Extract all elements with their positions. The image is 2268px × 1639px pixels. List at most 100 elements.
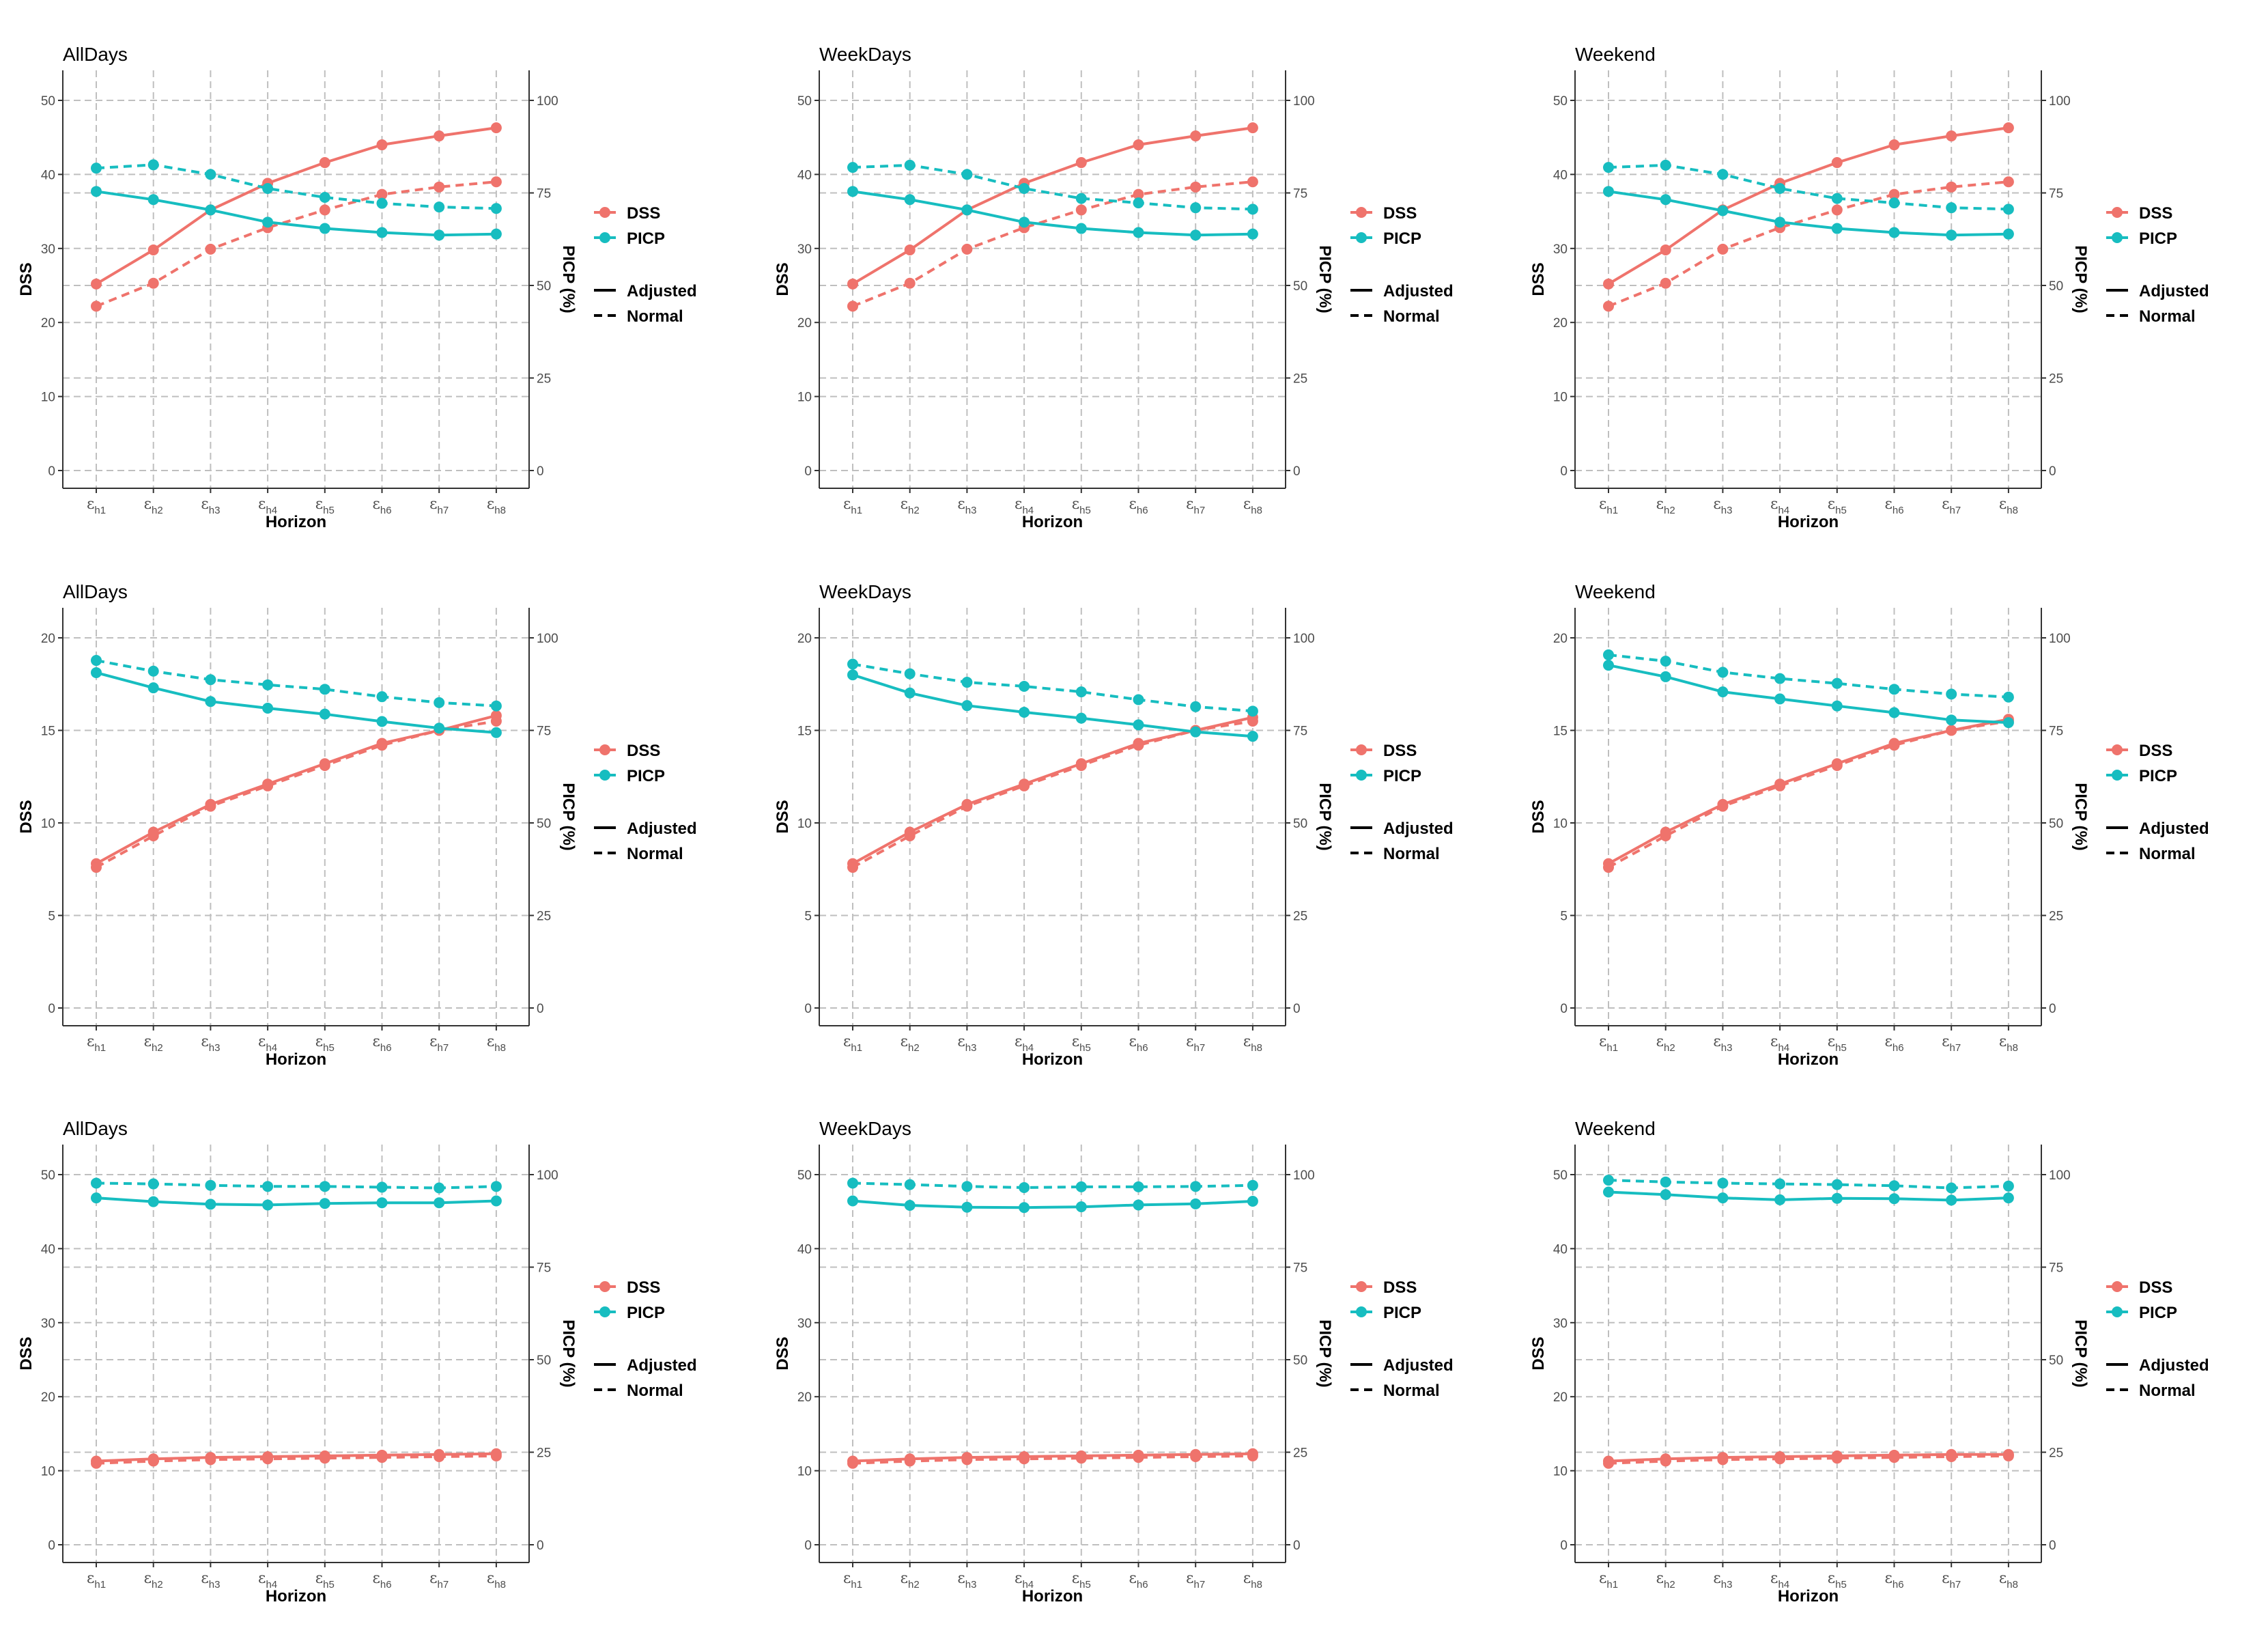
- x-tick-subscript: h4: [266, 1579, 277, 1591]
- legend: DSS PICP Adjusted Normal: [1350, 1278, 1454, 1400]
- legend-adjusted-label: Adjusted: [1383, 819, 1454, 838]
- data-point: [2002, 1180, 2014, 1192]
- x-tick-label: εh2: [901, 496, 920, 516]
- x-tick-subscript: h2: [152, 1042, 163, 1054]
- y-tick-label: 30: [797, 1317, 812, 1331]
- data-point: [1247, 176, 1258, 188]
- legend-picp-label: PICP: [627, 1304, 665, 1322]
- data-point: [1717, 169, 1729, 180]
- data-point: [847, 300, 858, 312]
- x-tick-subscript: h1: [1606, 1042, 1618, 1054]
- data-point: [376, 1197, 388, 1209]
- legend-picp-marker: [599, 232, 610, 243]
- x-tick-label: εh4: [1770, 1570, 1789, 1591]
- x-tick-symbol: ε: [843, 1033, 851, 1050]
- data-point: [1247, 705, 1258, 717]
- y-tick-label: 10: [797, 391, 812, 405]
- x-tick-symbol: ε: [487, 1570, 494, 1587]
- data-point: [490, 1181, 502, 1192]
- legend-picp-marker: [599, 770, 610, 781]
- x-axis-label: Horizon: [1022, 1587, 1083, 1606]
- series-line: [1608, 190, 2009, 237]
- x-tick-symbol: ε: [1072, 496, 1079, 513]
- x-tick-subscript: h7: [1950, 1042, 1961, 1054]
- x-tick-label: εh5: [1828, 1033, 1847, 1054]
- series-picp-normal: [847, 1177, 1258, 1193]
- x-tick-symbol: ε: [1015, 1570, 1022, 1587]
- data-point: [1831, 677, 1843, 689]
- x-tick-label: εh6: [1884, 1570, 1903, 1591]
- y2-tick-label: 50: [537, 817, 551, 831]
- y-tick-label: 20: [1553, 1390, 1568, 1405]
- series-picp-adjusted: [91, 667, 502, 738]
- data-point: [1190, 1181, 1202, 1192]
- data-point: [2002, 1192, 2014, 1204]
- data-point: [1190, 1451, 1202, 1463]
- y2-tick-label: 100: [537, 94, 558, 109]
- series-picp-adjusted: [1603, 1186, 2014, 1206]
- x-tick-symbol: ε: [87, 1570, 94, 1587]
- y2-tick-label: 75: [537, 1261, 551, 1276]
- x-tick-symbol: ε: [87, 496, 94, 513]
- x-tick-label: εh3: [201, 496, 220, 516]
- data-point: [1717, 800, 1729, 812]
- x-tick-symbol: ε: [1713, 496, 1720, 513]
- legend: DSS PICP Adjusted Normal: [2106, 204, 2209, 326]
- x-tick-subscript: h7: [438, 505, 449, 516]
- x-tick-label: εh3: [201, 1033, 220, 1054]
- x-tick-label: εh2: [144, 1570, 163, 1591]
- x-tick-symbol: ε: [144, 1570, 152, 1587]
- x-tick-subscript: h4: [1022, 505, 1034, 516]
- data-point: [847, 1195, 858, 1207]
- legend: DSS PICP Adjusted Normal: [594, 204, 697, 326]
- x-tick-symbol: ε: [1072, 1033, 1079, 1050]
- y-tick-label: 10: [1553, 1465, 1568, 1479]
- legend-dss-marker: [599, 744, 610, 755]
- x-tick-symbol: ε: [201, 1570, 208, 1587]
- x-tick-subscript: h8: [1251, 505, 1262, 516]
- data-point: [961, 1454, 973, 1466]
- data-point: [91, 1177, 102, 1189]
- data-point: [1888, 684, 1900, 695]
- y2-axis-label: PICP (%): [2071, 245, 2090, 313]
- data-point: [1190, 229, 1202, 241]
- x-tick-symbol: ε: [1884, 496, 1892, 513]
- series-dss-adjusted: [1603, 714, 2014, 869]
- x-tick-subscript: h3: [1721, 1579, 1733, 1591]
- data-point: [847, 278, 858, 290]
- y2-tick-label: 50: [1293, 817, 1307, 831]
- data-point: [319, 192, 330, 204]
- data-point: [1774, 182, 1786, 194]
- series-line: [96, 714, 497, 865]
- data-point: [1075, 157, 1087, 169]
- data-point: [1190, 726, 1202, 738]
- data-point: [1247, 731, 1258, 742]
- legend-picp-label: PICP: [1383, 229, 1421, 248]
- x-tick-symbol: ε: [1770, 1033, 1778, 1050]
- data-point: [904, 1199, 916, 1211]
- x-tick-label: εh4: [258, 1570, 277, 1591]
- panel-title: Weekend: [1575, 44, 1656, 65]
- x-tick-label: εh8: [1243, 1570, 1262, 1591]
- gridlines: [1575, 608, 2041, 1026]
- x-tick-symbol: ε: [1884, 1570, 1892, 1587]
- data-point: [1946, 202, 1957, 214]
- y-tick-label: 10: [41, 391, 55, 405]
- x-tick-symbol: ε: [201, 1033, 208, 1050]
- x-tick-symbol: ε: [487, 1033, 494, 1050]
- data-point: [1019, 216, 1030, 228]
- series-picp-adjusted: [91, 1192, 502, 1211]
- x-tick-symbol: ε: [87, 1033, 94, 1050]
- data-point: [904, 1179, 916, 1190]
- x-tick-subscript: h4: [266, 505, 277, 516]
- data-point: [1660, 277, 1671, 289]
- legend-dss-marker: [2112, 207, 2123, 218]
- y-tick-label: 20: [1553, 316, 1568, 331]
- data-point: [376, 188, 388, 200]
- y2-tick-label: 0: [537, 464, 544, 479]
- data-point: [1075, 204, 1087, 216]
- y2-axis-label: PICP (%): [559, 783, 578, 851]
- data-point: [490, 715, 502, 727]
